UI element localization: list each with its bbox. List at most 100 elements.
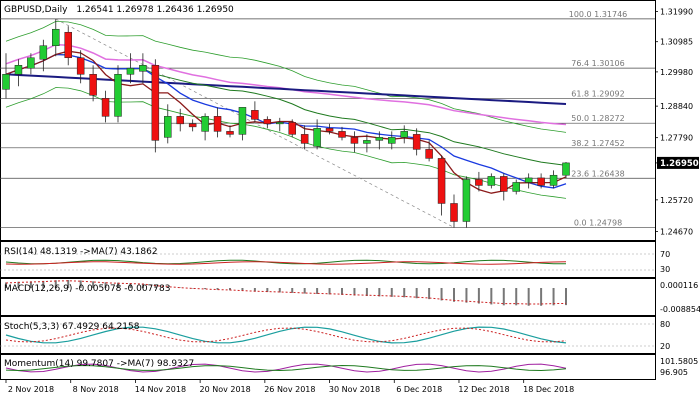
candle-bullish [14,65,23,75]
momentum-tick-bottom: 96.905 [660,368,688,377]
stoch-k-line [5,326,567,344]
rsi-tick-70: 70 [660,250,670,259]
candle-bearish [450,203,458,222]
last-price-label: 1.26950 [660,159,699,169]
candle-bearish [151,65,160,141]
stoch-panel-frame [0,316,656,354]
candle-bearish [425,149,433,159]
candle-bullish [276,122,284,125]
price-axis: 1.31990 1.30985 1.29980 1.28840 1.27790 1.269… [655,8,699,236]
rsi-ma-line [5,261,567,265]
moving-averages [5,20,567,199]
macd-panel-frame [0,278,656,316]
candle-bullish [27,57,35,69]
price-tick-label: 1.24670 [660,227,693,236]
candle-bullish [549,174,558,186]
price-tick-label: 1.29980 [660,68,693,77]
candle-bullish [139,65,147,72]
candle-bearish [89,74,97,96]
candle-bearish [251,110,259,120]
candle-bearish [176,116,184,125]
ma-brown-line [5,50,567,194]
time-tick-label: 6 Dec 2018 [396,385,442,394]
candle-bearish [76,57,85,75]
candle-bearish [288,122,296,135]
indicators [0,253,655,373]
time-tick-label: 30 Nov 2018 [329,385,380,394]
candle-bearish [101,98,110,117]
time-tick-label: 20 Nov 2018 [200,385,251,394]
candle-bearish [300,134,309,144]
candle-bullish [462,179,471,222]
fib-label: 0.0 1.24798 [574,219,622,228]
candlesticks [2,19,570,228]
symbol-label: GBPUSD,Daily 1.26541 1.26978 1.26436 1.2… [4,5,234,15]
time-tick-label: 8 Nov 2018 [73,385,119,394]
candle-bearish [226,131,234,135]
candle-bullish [2,74,10,90]
macd-signal-line [5,280,567,305]
time-tick-label: 26 Nov 2018 [264,385,315,394]
fib-label: 100.0 1.31746 [569,10,628,19]
candle-bearish [188,123,197,128]
macd-label: MACD(12,26,9) -0.005078 -0.007783 [4,284,170,294]
candle-bullish [400,131,408,138]
candle-bullish [524,177,533,183]
time-tick-label: 2 Nov 2018 [8,385,54,394]
price-tick-label: 1.30985 [660,38,693,47]
candle-bullish [238,107,247,135]
candle-bearish [325,128,334,132]
time-tick-label: 12 Dec 2018 [458,385,509,394]
fibonacci-levels: 100.0 1.31746 76.4 1.30106 61.8 1.29092 50.… [0,10,655,228]
candle-bearish [338,131,346,138]
price-tick-label: 1.31990 [660,8,693,17]
candle-bearish [475,179,483,186]
ohlc-values: 1.26541 1.26978 1.26436 1.26950 [76,5,234,15]
fib-label: 61.8 1.29092 [571,90,624,99]
candle-bullish [164,116,172,138]
last-price-box [657,156,699,169]
candle-bearish [350,137,359,144]
candle-bearish [412,134,421,150]
candle-bullish [375,137,384,141]
bollinger-upper-line [5,20,567,133]
stoch-tick-20: 20 [660,342,670,351]
fib-label: 23.6 1.26438 [571,169,624,178]
candle-bearish [437,158,446,204]
rsi-panel-frame [0,241,656,278]
price-tick-label: 1.27790 [660,134,693,143]
candle-bearish [64,31,72,59]
macd-tick-bottom: -0.008854 [660,305,700,314]
candle-bullish [126,68,135,75]
candle-bullish [114,74,122,117]
candle-bullish [52,28,60,47]
rsi-label: RSI(14) 48.1319 ->MA(7) 43.1862 [4,247,158,257]
momentum-label: Momentum(14) 99.7807 ->MA(7) 98.9327 [4,359,194,369]
fib-label: 76.4 1.30106 [571,59,624,68]
ma-green-line [5,53,567,166]
momentum-tick-top: 101.5805 [660,357,698,366]
candle-bullish [487,176,496,186]
rsi-line [5,259,566,265]
price-tick-label: 1.28840 [660,102,693,111]
momentum-line [5,363,567,373]
rsi-tick-30: 30 [660,265,670,274]
candle-bullish [201,116,209,132]
ma-blue-line [5,53,567,189]
candle-bullish [313,128,321,147]
candle-bearish [537,177,545,186]
stoch-label: Stoch(5,3,3) 67.4929 64.2158 [4,322,140,332]
time-tick-label: 18 Dec 2018 [523,385,574,394]
fib-label: 50.0 1.28272 [571,114,624,123]
momentum-ma-line [5,364,567,372]
stoch-tick-80: 80 [660,320,670,329]
candle-bearish [263,119,272,125]
stoch-d-line [5,327,567,343]
ma-navy-line [5,73,567,105]
candle-bullish [562,162,570,176]
macd-tick-top: 0.000116 [660,281,698,290]
trend-line [55,18,455,228]
fib-label: 38.2 1.27452 [571,139,624,148]
